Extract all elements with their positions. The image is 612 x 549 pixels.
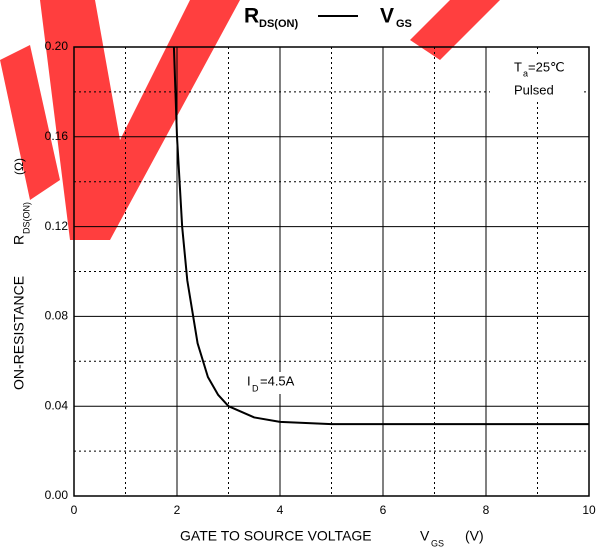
annotation-bg — [244, 372, 306, 394]
x-label-unit: (V) — [465, 528, 484, 544]
y-tick-label: 0.20 — [45, 39, 69, 53]
y-tick-label: 0.12 — [45, 219, 69, 233]
title-left: R — [244, 5, 259, 28]
x-label-symbol: V — [420, 528, 430, 544]
annotation-current-value: =4.5A — [260, 373, 295, 388]
watermark-shape — [410, 0, 500, 60]
annotation-bg — [490, 56, 582, 102]
y-label-sub: DS(ON) — [21, 202, 31, 234]
annotation-temp-sub: a — [523, 68, 528, 78]
x-label-sub: GS — [431, 538, 444, 548]
y-label-symbol: R — [11, 235, 27, 245]
annotation-temp-value: =25℃ — [528, 59, 565, 74]
y-label-text: ON-RESISTANCE — [11, 276, 27, 390]
title-right: V — [380, 5, 394, 28]
x-tick-label: 10 — [582, 503, 596, 517]
y-label: ON-RESISTANCE R DS(ON) (Ω) — [11, 158, 32, 390]
curve — [172, 46, 589, 426]
x-tick-label: 4 — [277, 503, 284, 517]
watermark-shape — [0, 45, 60, 200]
x-tick-label: 2 — [174, 503, 181, 517]
annotation-mode: Pulsed — [514, 82, 554, 97]
x-label: GATE TO SOURCE VOLTAGE — [180, 528, 372, 544]
watermark-shape — [40, 0, 240, 240]
watermark — [0, 0, 500, 240]
plot-area: 0 2 4 6 8 10 0.00 0.04 0.08 0.12 0.16 0.20 — [45, 39, 596, 517]
title-left-sub: DS(ON) — [259, 18, 298, 30]
y-tick-label: 0.08 — [45, 309, 69, 323]
annotation-current: I — [247, 373, 251, 388]
y-label-unit: (Ω) — [12, 158, 26, 175]
y-tick-label: 0.00 — [45, 488, 69, 502]
y-tick-label: 0.16 — [45, 129, 69, 143]
plot-frame — [73, 46, 590, 497]
x-tick-label: 0 — [71, 503, 78, 517]
x-tick-label: 6 — [380, 503, 387, 517]
annotation-temp: T — [514, 59, 522, 74]
x-tick-label: 8 — [483, 503, 490, 517]
y-tick-label: 0.04 — [45, 398, 69, 412]
annotation-current-sub: D — [252, 383, 259, 393]
title-right-sub: GS — [396, 18, 412, 30]
